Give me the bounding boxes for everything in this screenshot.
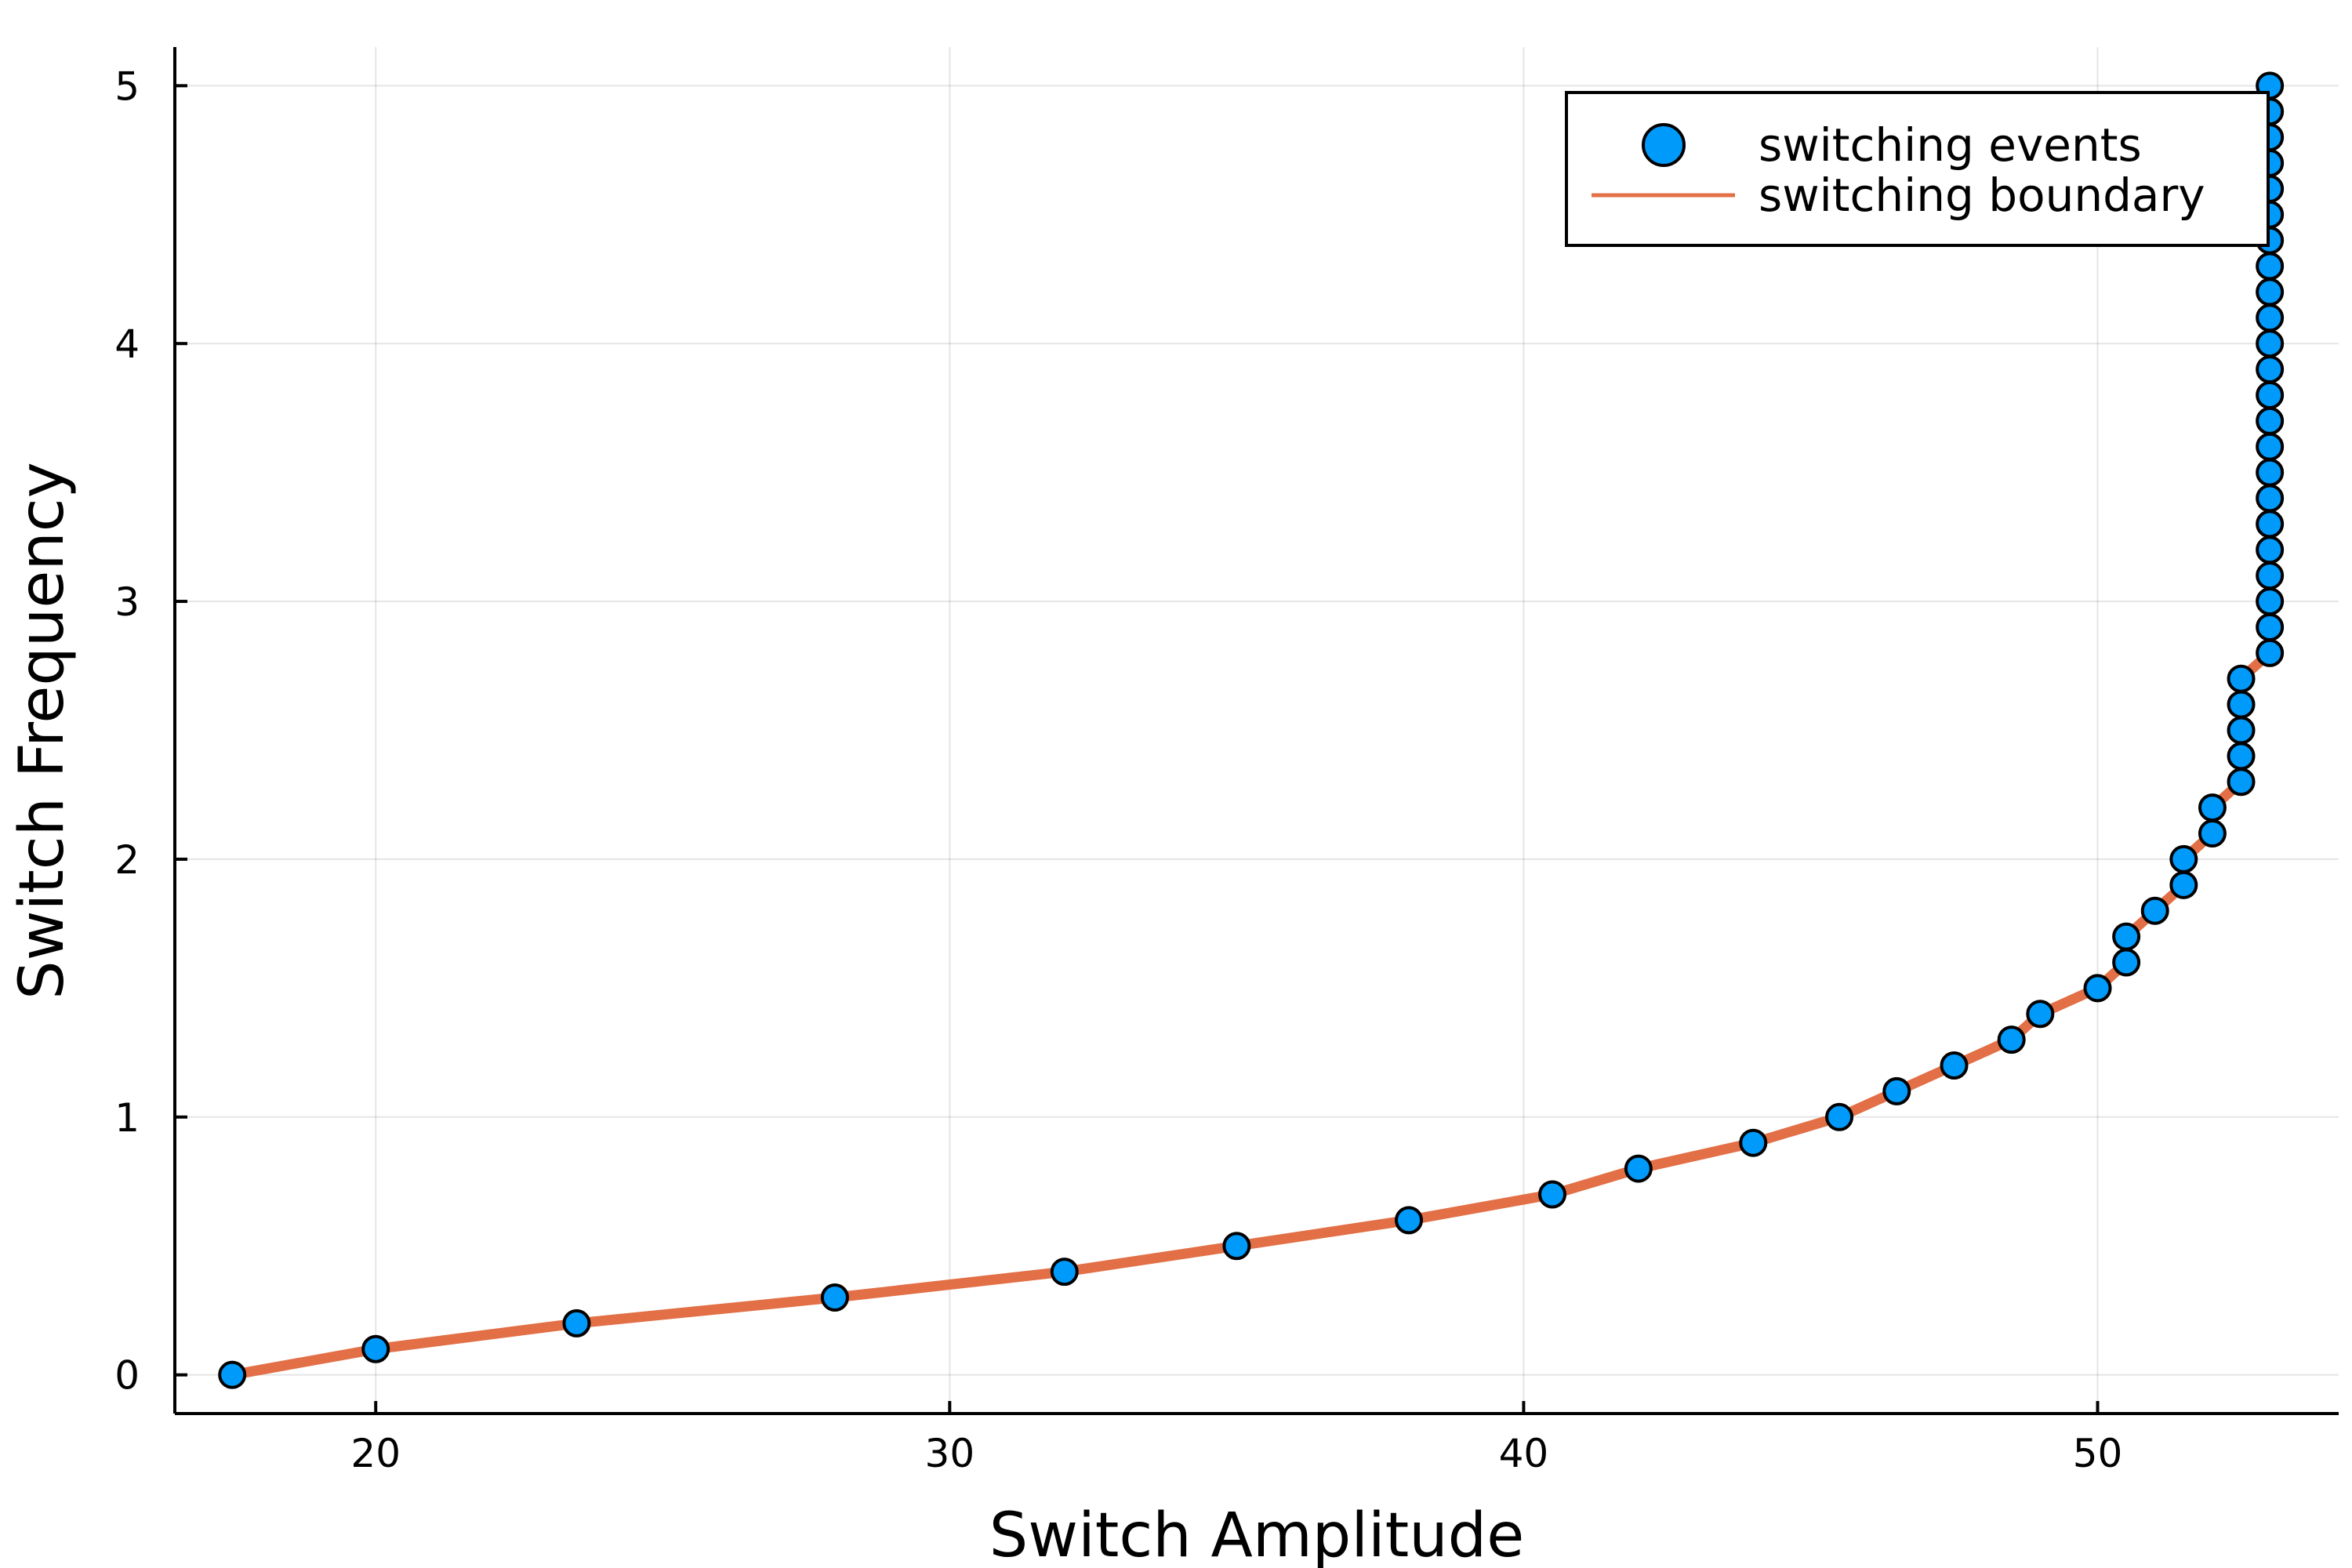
x-tick-label: 30 <box>925 1431 975 1476</box>
x-tick-label: 20 <box>350 1431 401 1476</box>
event-point <box>2083 974 2112 1003</box>
event-point <box>2256 329 2285 358</box>
event-point <box>2256 278 2285 307</box>
event-point <box>2256 484 2285 513</box>
y-tick-label: 2 <box>114 837 140 883</box>
legend-label-boundary: switching boundary <box>1759 169 2205 222</box>
y-tick-label: 1 <box>114 1095 140 1141</box>
event-point <box>2256 561 2285 590</box>
event-point <box>2256 432 2285 461</box>
grid <box>175 47 2339 1414</box>
legend-label-events: switching events <box>1759 118 2142 172</box>
event-point <box>2256 510 2285 539</box>
x-axis-title: Switch Amplitude <box>989 1501 1524 1568</box>
event-point <box>361 1334 390 1363</box>
event-point <box>2256 612 2285 641</box>
event-point <box>1395 1206 1424 1235</box>
x-tick-label: 40 <box>1499 1431 1549 1476</box>
event-point <box>2026 1000 2055 1029</box>
event-point <box>218 1360 247 1389</box>
event-point <box>2169 870 2198 899</box>
event-point <box>1882 1076 1911 1105</box>
event-point <box>2256 303 2285 332</box>
event-point <box>2227 664 2256 693</box>
y-tick-label: 4 <box>114 321 140 367</box>
event-point <box>2227 716 2256 745</box>
legend: switching events switching boundary <box>1565 91 2270 247</box>
event-point <box>2256 252 2285 281</box>
event-point <box>2256 355 2285 384</box>
event-point <box>1624 1154 1653 1183</box>
legend-marker-events <box>1642 123 1686 167</box>
event-point <box>2227 742 2256 771</box>
event-point <box>820 1283 849 1312</box>
event-point <box>1997 1025 2026 1054</box>
event-point <box>2256 406 2285 435</box>
y-axis-title: Switch Frequency <box>7 462 78 1000</box>
x-tick-label: 50 <box>2073 1431 2123 1476</box>
event-point <box>1050 1258 1079 1287</box>
axes <box>173 47 2339 1415</box>
event-point <box>2198 819 2227 848</box>
event-point <box>1739 1128 1768 1157</box>
event-point <box>2256 535 2285 564</box>
event-point <box>2112 922 2141 951</box>
event-point <box>1222 1232 1251 1261</box>
event-point <box>2256 380 2285 409</box>
y-tick-label: 0 <box>114 1353 140 1399</box>
event-point <box>2227 768 2256 797</box>
event-point <box>2169 844 2198 873</box>
y-tick-label: 5 <box>114 64 140 109</box>
event-point <box>1538 1180 1567 1209</box>
event-point <box>562 1308 591 1338</box>
event-point <box>2198 793 2227 822</box>
event-point <box>2140 896 2169 925</box>
event-point <box>2227 690 2256 719</box>
y-tick-label: 3 <box>114 579 140 625</box>
event-point <box>1825 1102 1854 1131</box>
x-ticks: 20 30 40 50 <box>350 1401 2122 1476</box>
y-ticks: 0 1 2 3 4 5 <box>114 64 187 1399</box>
legend-box <box>1565 91 2270 247</box>
event-point <box>1940 1051 1969 1080</box>
event-point <box>2256 587 2285 616</box>
event-point <box>2256 458 2285 487</box>
event-point <box>2256 638 2285 667</box>
event-point <box>2112 948 2141 977</box>
